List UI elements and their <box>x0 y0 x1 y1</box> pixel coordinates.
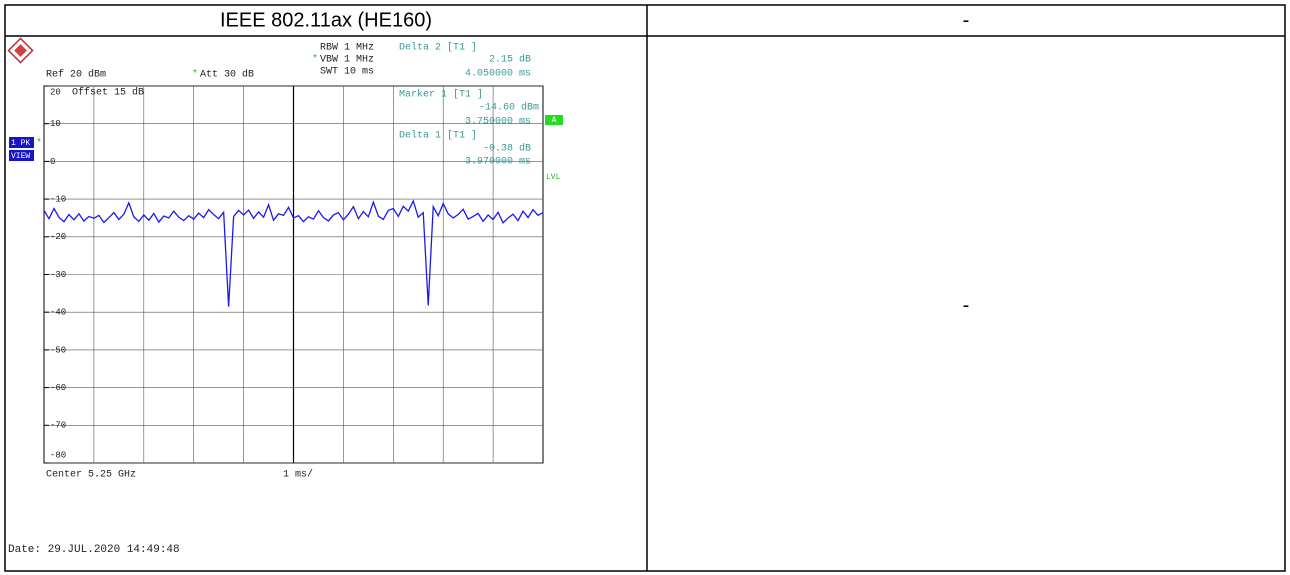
trace-view: VIEW <box>11 152 30 161</box>
cell-right: - <box>963 294 970 316</box>
vbw-flag: * <box>312 54 318 66</box>
y-tick-label: -20 <box>50 232 66 242</box>
trace-mode: 1 PK <box>11 139 30 148</box>
trace-flag: * <box>36 138 42 150</box>
date: Date: 29.JUL.2020 14:49:48 <box>8 544 180 556</box>
trace-view-box <box>9 150 34 161</box>
header-right: - <box>963 9 970 31</box>
swt: SWT 10 ms <box>320 67 374 78</box>
trace-mode-box <box>9 137 34 148</box>
center: Center 5.25 GHz <box>46 470 136 481</box>
marker1-time: 3.750000 ms <box>465 117 531 128</box>
plot <box>43 85 544 464</box>
y-tick-label: -30 <box>50 270 66 280</box>
y-tick-label: 10 <box>50 119 61 129</box>
delta2-time: 4.050000 ms <box>465 69 531 80</box>
marker1-level: -14.60 dBm <box>479 102 539 114</box>
lvl: LVL <box>546 173 561 182</box>
trace <box>43 199 544 307</box>
att-flag: * <box>192 69 198 81</box>
delta2-level: 2.15 dB <box>489 54 531 66</box>
y-tick-label: -50 <box>50 345 66 355</box>
delta1-label: Delta 1 [T1 ] <box>399 130 477 142</box>
y-tick-label: 0 <box>50 157 55 167</box>
offset: Offset 15 dB <box>72 87 144 99</box>
span: 1 ms/ <box>283 469 313 481</box>
a-badge-box <box>545 115 563 125</box>
delta1-time: 3.970000 ms <box>465 157 531 168</box>
y-tick-label: -80 <box>50 450 66 460</box>
y-tick-label: -70 <box>50 421 66 431</box>
y-tick-label: -10 <box>50 194 66 204</box>
header-title: IEEE 802.11ax (HE160) <box>220 9 432 31</box>
delta2-label: Delta 2 [T1 ] <box>399 42 477 54</box>
marker1-label: Marker 1 [T1 ] <box>399 89 483 101</box>
logo <box>7 37 34 64</box>
vbw: VBW 1 MHz <box>320 55 374 66</box>
ref-level: Ref 20 dBm <box>46 69 106 81</box>
y-tick-label: -60 <box>50 383 66 393</box>
attenuation: Att 30 dB <box>200 69 254 81</box>
y-tick-label: 20 <box>50 87 61 97</box>
delta1-level: -0.38 dB <box>483 143 531 155</box>
y-tick-label: -40 <box>50 308 66 318</box>
table-border <box>4 4 1286 572</box>
rbw: RBW 1 MHz <box>320 43 374 54</box>
a-badge: A <box>552 116 557 125</box>
